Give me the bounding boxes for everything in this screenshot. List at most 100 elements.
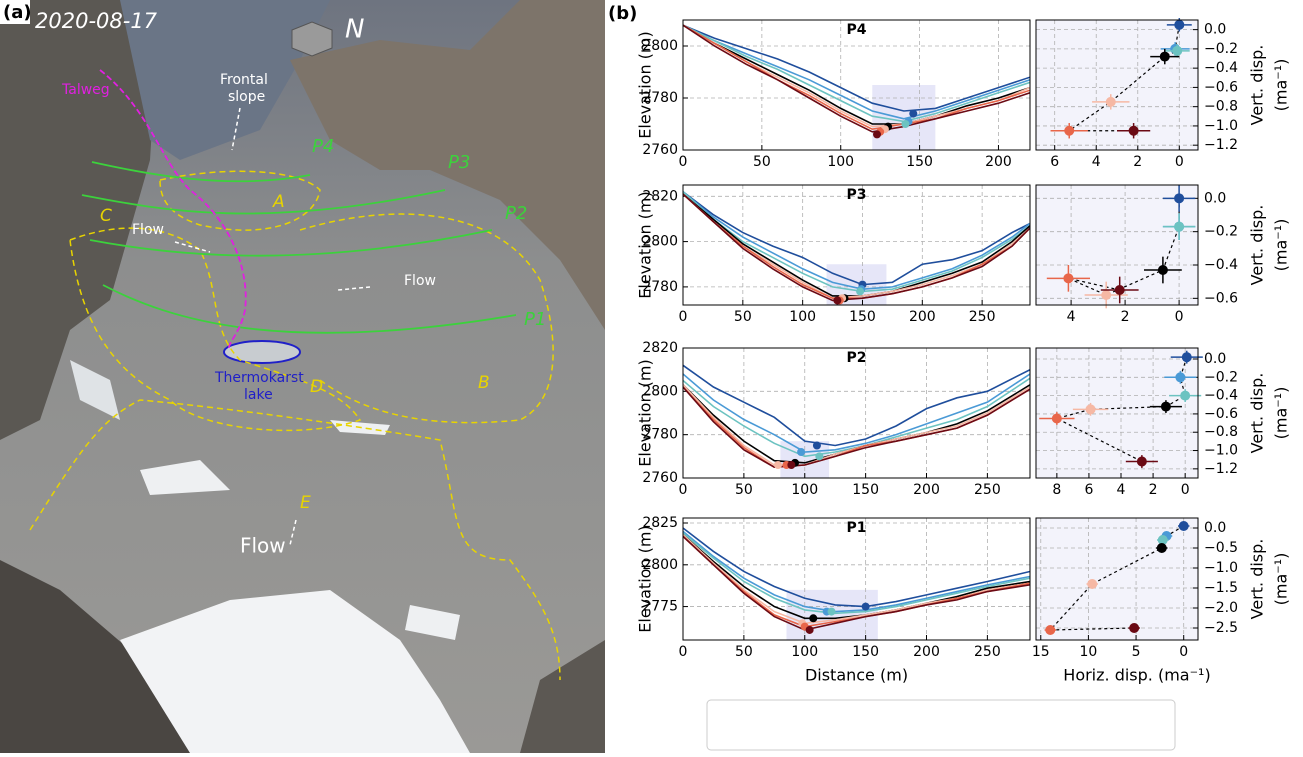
axes-frame — [1035, 184, 1199, 306]
axes-background — [1036, 185, 1198, 305]
y-tick-label: −0.4 — [1204, 388, 1238, 404]
profile-p1 — [102, 284, 517, 334]
x-tick-label: 0 — [679, 644, 688, 660]
y-tick-label: −0.2 — [1204, 224, 1238, 240]
talweg-point — [812, 441, 821, 450]
x-axis-label: Distance (m) — [805, 666, 908, 685]
x-tick-label: 50 — [753, 154, 771, 170]
annotation: Thermokarst — [214, 370, 304, 386]
x-tick-label: 100 — [791, 644, 818, 660]
y-tick-label: −1.5 — [1204, 580, 1238, 596]
profile-p4 — [91, 161, 311, 183]
outline-e — [29, 399, 561, 681]
point — [1181, 352, 1192, 363]
y-tick-label: 2780 — [642, 279, 678, 295]
y-tick-label: −0.6 — [1204, 79, 1238, 95]
y-tick-label: −1.2 — [1204, 461, 1238, 477]
x-tick-label: 0 — [679, 154, 688, 170]
cliff-left — [0, 0, 160, 440]
x-tick-label: 100 — [789, 309, 816, 325]
point — [1128, 125, 1139, 136]
x-tick-label: 4 — [1117, 482, 1126, 498]
axes-frame — [682, 184, 1031, 306]
annotation: slope — [228, 89, 265, 105]
annotation: Flow — [132, 222, 164, 238]
chart-title: P2 — [846, 350, 866, 366]
x-tick-label: 250 — [974, 644, 1001, 660]
arrow — [337, 286, 371, 291]
point — [1129, 623, 1140, 633]
y-tick-label: 2760 — [642, 142, 678, 158]
axes-frame — [682, 347, 1031, 479]
y-tick-label: 2800 — [642, 234, 678, 250]
x-tick-label: 0 — [679, 482, 688, 498]
cliff-right — [290, 0, 605, 330]
x-tick-label: 50 — [735, 644, 753, 660]
point — [1172, 45, 1183, 56]
point — [1064, 125, 1075, 136]
point — [1157, 535, 1168, 545]
talweg-point — [901, 120, 910, 128]
point — [1174, 19, 1185, 30]
point — [1105, 96, 1116, 107]
legend-box — [706, 699, 1176, 751]
x-tick-label: 250 — [969, 309, 996, 325]
y-tick-label: 2780 — [642, 427, 678, 443]
profile-line — [683, 530, 1030, 613]
y-tick-label: 0.0 — [1204, 520, 1226, 536]
x-tick-label: 50 — [734, 309, 752, 325]
point — [1174, 193, 1185, 204]
profile-line — [683, 386, 1030, 468]
annotation: C — [100, 206, 112, 226]
point — [1178, 521, 1189, 531]
x-tick-label: 150 — [906, 154, 933, 170]
point — [1045, 625, 1056, 635]
annotation: P1 — [524, 309, 546, 330]
point — [1101, 290, 1112, 300]
y-tick-label: −0.4 — [1204, 257, 1238, 273]
axes-background — [1036, 20, 1198, 150]
north-label: N — [345, 15, 364, 45]
profile-line — [683, 24, 1030, 123]
profile-line — [683, 193, 1030, 302]
talweg-point — [773, 461, 782, 469]
axes-frame — [682, 19, 1031, 151]
x-tick-label: 200 — [985, 154, 1012, 170]
y-tick-label: −0.2 — [1204, 41, 1238, 57]
profile-p2 — [89, 229, 493, 257]
chart-title: P3 — [846, 187, 866, 203]
annotation: Talweg — [61, 82, 110, 98]
panel-label: (b) — [608, 3, 637, 24]
point — [1136, 456, 1147, 467]
x-tick-label: 150 — [852, 482, 879, 498]
profile-line — [683, 527, 1030, 608]
profile-line — [683, 24, 1030, 125]
y-axis-label: Elevation (m) — [636, 525, 655, 632]
y-tick-label: 2800 — [642, 383, 678, 399]
x-tick-label: 6 — [1084, 482, 1093, 498]
x-tick-label: 100 — [791, 482, 818, 498]
talweg-point — [809, 614, 818, 623]
y-tick-label: −1.0 — [1204, 443, 1238, 459]
profile-line — [683, 532, 1030, 615]
y-tick-label: −0.6 — [1204, 406, 1238, 422]
x-tick-label: 5 — [1132, 644, 1141, 660]
y-tick-label: 0.0 — [1204, 22, 1226, 38]
photo: (a) 2020-08-17 N Talweg Frontal slope P4… — [0, 0, 605, 753]
y-tick-label: −0.2 — [1204, 369, 1238, 385]
annotation: B — [478, 373, 490, 393]
annotation: Frontal — [220, 72, 268, 88]
y-tick-label: −0.8 — [1204, 99, 1238, 115]
point — [1159, 51, 1170, 62]
x-axis-label: Horiz. disp. (ma⁻¹) — [1063, 666, 1210, 685]
talweg-point — [805, 625, 814, 634]
outline-a — [159, 170, 321, 231]
y-tick-label: 0.0 — [1204, 190, 1226, 206]
snow — [140, 460, 230, 495]
axes-frame — [682, 517, 1031, 641]
annotation: P2 — [505, 203, 527, 224]
y-tick-label: 2825 — [642, 515, 678, 531]
y-tick-label: 2775 — [642, 599, 678, 615]
y-axis-label: Elevation (m) — [636, 31, 655, 138]
